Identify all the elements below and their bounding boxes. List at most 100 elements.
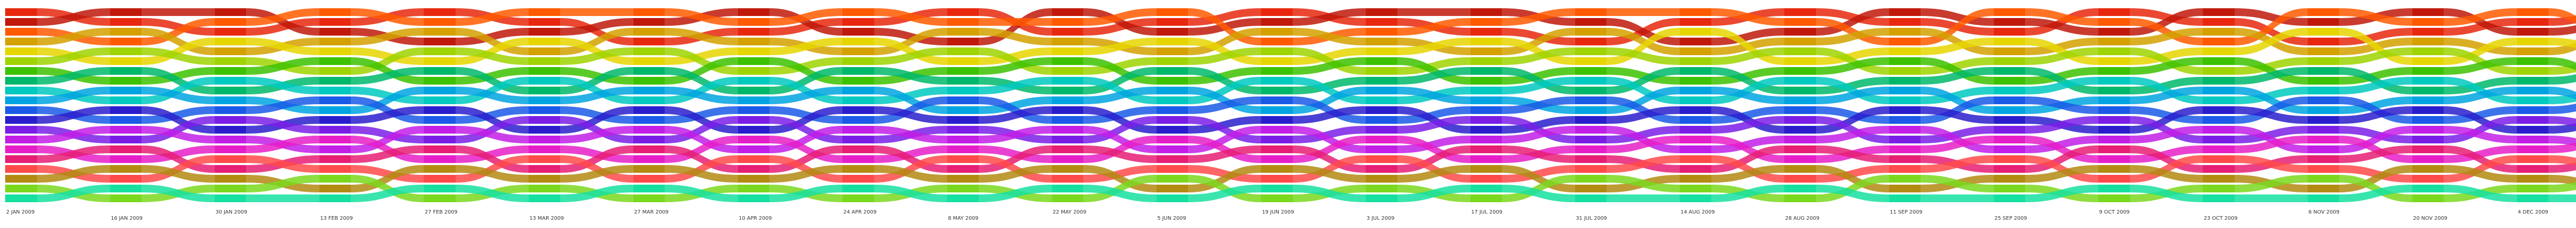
- series-6-rank-marker: [214, 57, 247, 65]
- series-2-rank-marker: [528, 28, 561, 36]
- series-7-flow: [1397, 57, 1470, 85]
- series-10-rank-marker: [1052, 96, 1084, 104]
- series-12-rank-marker: [2412, 106, 2444, 114]
- series-1-flow: [2339, 28, 2412, 45]
- series-12-rank-marker: [2202, 106, 2235, 114]
- series-12-rank-marker: [1679, 106, 1711, 114]
- series-17-flow: [246, 155, 319, 173]
- series-6-flow: [769, 57, 842, 75]
- series-19-flow: [2339, 175, 2412, 202]
- series-11-flow: [665, 106, 738, 124]
- series-11-rank-marker: [633, 116, 665, 124]
- series-11-rank-marker: [1784, 106, 1817, 114]
- series-17-rank-marker: [1679, 155, 1711, 163]
- series-16-rank-marker: [2307, 155, 2340, 163]
- series-15-flow: [1188, 136, 1261, 163]
- series-5-rank-marker: [1679, 28, 1711, 36]
- series-7-flow: [142, 67, 215, 85]
- series-1-rank-marker: [214, 28, 247, 36]
- series-18-rank-marker: [1889, 185, 1921, 192]
- series-13-rank-marker: [110, 136, 142, 143]
- series-8-rank-marker: [842, 67, 874, 75]
- series-14-flow: [979, 126, 1052, 143]
- series-6-rank-marker: [528, 57, 561, 65]
- series-18-rank-marker: [319, 185, 351, 192]
- series-10-flow: [1711, 87, 1785, 104]
- series-7-flow: [769, 57, 842, 85]
- series-15-rank-marker: [528, 145, 561, 153]
- series-3-flow: [1606, 8, 1680, 16]
- series-17-rank-marker: [842, 175, 874, 183]
- series-7-rank-marker: [2412, 67, 2444, 75]
- series-1-rank-marker: [842, 18, 874, 26]
- series-6-rank-marker: [423, 47, 456, 55]
- series-3-flow: [769, 8, 842, 26]
- series-5-flow: [2234, 28, 2308, 55]
- series-11-rank-marker: [1574, 96, 1607, 104]
- series-15-rank-marker: [1574, 145, 1607, 153]
- series-15-rank-marker: [842, 155, 874, 163]
- series-12-flow: [2339, 106, 2412, 124]
- series-19-flow: [1502, 175, 1575, 202]
- series-17-flow: [2234, 155, 2308, 173]
- series-17-rank-marker: [319, 165, 351, 173]
- series-17-rank-marker: [2307, 165, 2340, 173]
- series-12-flow: [1711, 106, 1785, 134]
- series-12-rank-marker: [2516, 126, 2549, 134]
- series-4-rank-marker: [947, 28, 979, 36]
- series-4-flow: [874, 28, 947, 55]
- series-8-rank-marker: [1261, 87, 1293, 94]
- series-12-flow: [1816, 106, 1889, 134]
- series-5-flow: [246, 38, 319, 55]
- series-2-rank-marker: [5, 18, 37, 26]
- series-11-rank-marker: [737, 106, 770, 114]
- series-8-rank-marker: [2098, 87, 2130, 94]
- series-9-rank-marker: [319, 87, 351, 94]
- series-7-flow: [2234, 57, 2308, 85]
- series-9-flow: [2025, 77, 2098, 94]
- series-2-flow: [1921, 8, 1994, 26]
- series-10-rank-marker: [423, 87, 456, 94]
- series-11-flow: [2548, 103, 2576, 114]
- series-2-rank-marker: [2412, 8, 2444, 16]
- series-12-flow: [1188, 116, 1261, 134]
- series-14-rank-marker: [1889, 126, 1921, 134]
- series-2-rank-marker: [2307, 18, 2340, 26]
- series-10-flow: [1816, 87, 1889, 104]
- series-17-flow: [142, 155, 215, 183]
- series-9-rank-marker: [528, 77, 561, 85]
- series-14-rank-marker: [947, 136, 979, 143]
- series-2-rank-marker: [737, 8, 770, 16]
- series-11-rank-marker: [1156, 106, 1189, 114]
- series-16-flow: [2025, 145, 2098, 173]
- series-12-flow: [455, 106, 529, 134]
- series-10-flow: [874, 87, 947, 114]
- series-1-flow: [2130, 8, 2203, 26]
- series-14-rank-marker: [528, 136, 561, 143]
- series-9-rank-marker: [2098, 77, 2130, 85]
- series-10-flow: [2234, 87, 2308, 114]
- series-5-rank-marker: [842, 38, 874, 45]
- series-1-flow: [1188, 8, 1261, 26]
- series-11-rank-marker: [5, 106, 37, 114]
- series-12-rank-marker: [2307, 116, 2340, 124]
- series-11-flow: [142, 106, 215, 124]
- series-8-flow: [37, 67, 110, 85]
- x-tick-label: 28 AUG 2009: [1785, 216, 1819, 221]
- series-1-rank-marker: [423, 8, 456, 16]
- series-1-flow: [2025, 8, 2098, 36]
- series-18-rank-marker: [528, 175, 561, 183]
- series-13-flow: [1083, 116, 1157, 143]
- series-8-rank-marker: [1679, 67, 1711, 75]
- series-13-flow: [1293, 126, 1366, 143]
- series-7-flow: [665, 57, 738, 85]
- series-15-rank-marker: [633, 155, 665, 163]
- series-18-rank-marker: [1365, 175, 1398, 183]
- series-14-rank-marker: [2412, 126, 2444, 134]
- series-3-flow: [1711, 8, 1785, 26]
- series-1-rank-marker: [1993, 28, 2026, 36]
- series-4-flow: [2025, 38, 2098, 55]
- x-tick-label: 27 FEB 2009: [425, 209, 457, 215]
- series-11-flow: [1188, 96, 1261, 114]
- series-2-rank-marker: [1365, 8, 1398, 16]
